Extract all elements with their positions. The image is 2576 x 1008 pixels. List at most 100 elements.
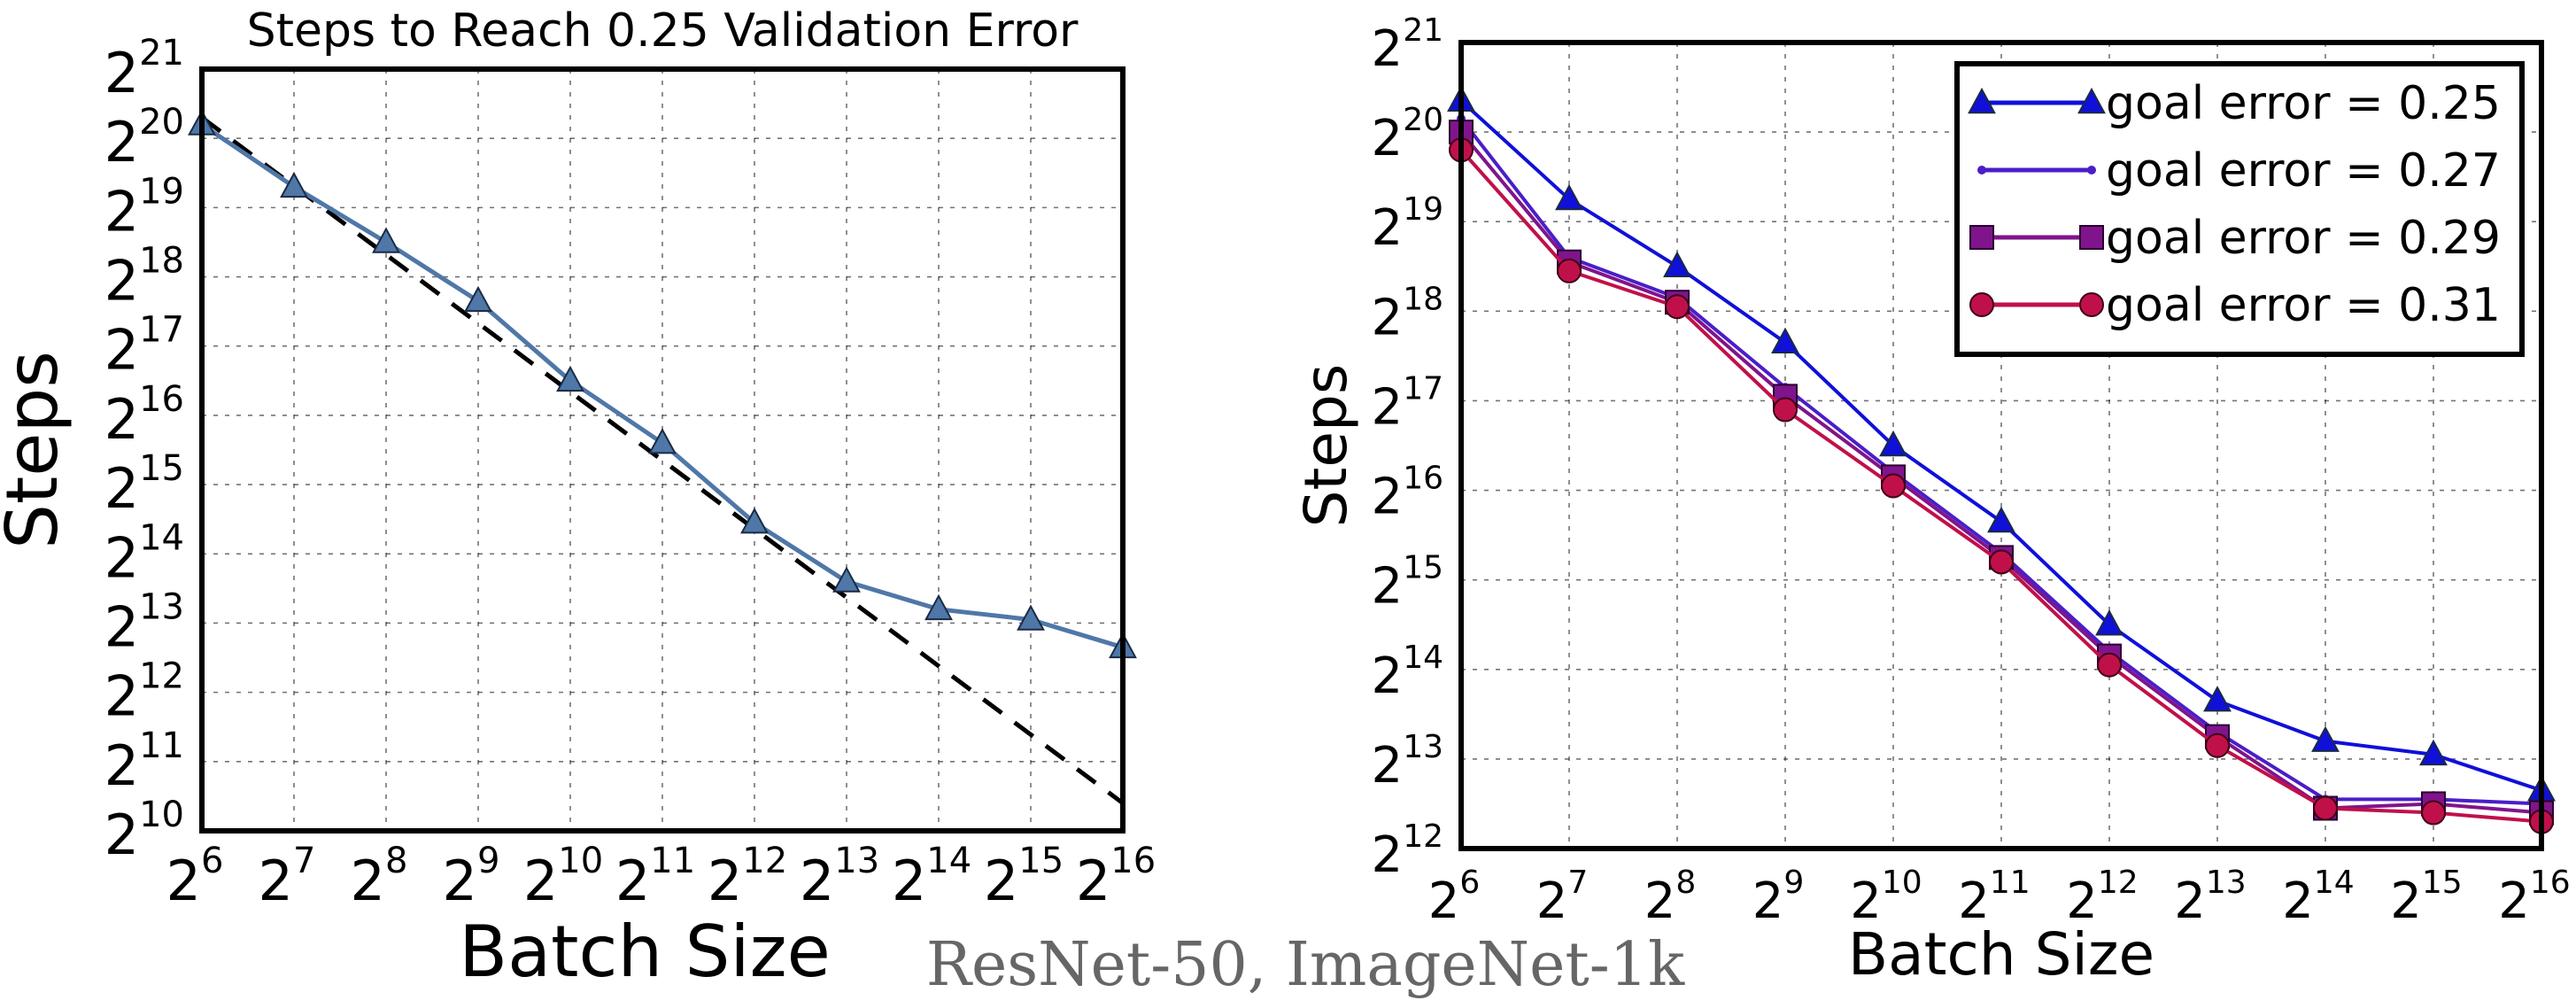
legend-marker <box>2087 166 2096 174</box>
y-tick-label: 220 <box>1372 102 1443 167</box>
chart-1: 26 27 28 29 210 211 212 213 214 215 21621021121221… <box>0 4 1156 993</box>
x-tick-label: 216 <box>1076 841 1156 913</box>
y-tick-label: 213 <box>104 586 184 659</box>
y-tick-label: 218 <box>104 241 184 314</box>
y-tick-label: 214 <box>104 517 184 590</box>
y-tick-label: 213 <box>1372 729 1443 795</box>
data-point <box>464 285 492 313</box>
x-tick-label: 28 <box>351 841 408 913</box>
y-tick-label: 219 <box>104 171 184 244</box>
data-point <box>1557 258 1582 283</box>
data-point <box>1555 183 1583 211</box>
legend-marker <box>2079 225 2104 250</box>
x-tick-label: 210 <box>523 841 603 913</box>
x-tick-label: 214 <box>892 841 971 913</box>
x-tick-label: 28 <box>1644 865 1697 930</box>
figure-caption: ResNet-50, ImageNet-1k <box>926 930 1685 1000</box>
data-point <box>280 171 308 198</box>
x-tick-label: 29 <box>443 841 500 913</box>
y-tick-label: 210 <box>104 795 184 867</box>
legend-label: goal error = 0.31 <box>2106 279 2501 332</box>
y-tick-label: 216 <box>1372 461 1443 526</box>
x-tick-label: 27 <box>1536 865 1589 930</box>
legend-label: goal error = 0.25 <box>2106 77 2501 130</box>
data-point <box>372 227 400 253</box>
x-tick-label: 216 <box>2498 865 2570 930</box>
legend-item: goal error = 0.29 <box>1969 212 2501 265</box>
x-tick-label: 215 <box>2390 865 2462 930</box>
x-tick-label: 211 <box>1958 865 2030 930</box>
series-line <box>200 122 1124 650</box>
data-point <box>1987 506 2015 533</box>
y-tick-label: 212 <box>104 656 184 729</box>
legend-item: goal error = 0.25 <box>1968 77 2501 130</box>
x-tick-label: 215 <box>984 841 1064 913</box>
y-tick-label: 214 <box>1372 640 1443 705</box>
data-point <box>1879 430 1907 457</box>
legend-marker <box>1969 292 1994 317</box>
legend-label: goal error = 0.29 <box>2106 212 2501 265</box>
data-point <box>1773 397 1798 423</box>
chart-title: Steps to Reach 0.25 Validation Error <box>247 4 1079 58</box>
y-tick-label: 217 <box>1372 370 1443 436</box>
legend-label: goal error = 0.27 <box>2106 144 2501 198</box>
data-point <box>1771 327 1799 353</box>
y-tick-label: 212 <box>1372 818 1443 884</box>
series-4 <box>1449 137 2554 834</box>
data-point <box>1017 604 1045 631</box>
x-tick-label: 213 <box>2174 865 2246 930</box>
data-point <box>924 593 953 621</box>
y-tick-label: 221 <box>104 33 184 105</box>
data-point <box>1663 251 1691 278</box>
legend-marker <box>2079 292 2104 317</box>
plot-frame <box>199 66 1126 834</box>
data-point <box>740 507 769 534</box>
reference-dashed-line <box>200 115 1125 805</box>
data-point <box>1989 549 2014 575</box>
data-point <box>2419 739 2448 766</box>
data-point <box>2097 652 2122 678</box>
y-axis-title: Steps <box>0 351 73 549</box>
legend: goal error = 0.25 goal error = 0.27 goal e… <box>1954 61 2525 357</box>
x-tick-label: 214 <box>2282 865 2354 930</box>
legend-marker <box>1968 87 1996 114</box>
legend-marker <box>1977 166 1986 174</box>
x-tick-label: 212 <box>708 841 787 913</box>
x-tick-label: 213 <box>800 841 879 913</box>
y-tick-label: 216 <box>104 379 184 452</box>
legend-marker <box>1969 225 1994 250</box>
data-point <box>2095 609 2123 636</box>
y-tick-label: 219 <box>1372 191 1443 257</box>
data-point <box>1881 473 1906 499</box>
x-tick-label: 211 <box>615 841 695 913</box>
chart-2: 26 27 28 29 210 211 212 213 214 215 216 212 213 214 21… <box>1292 12 2571 989</box>
x-tick-label: 212 <box>2066 865 2138 930</box>
data-point <box>2311 725 2340 752</box>
legend-item: goal error = 0.31 <box>1969 279 2501 332</box>
legend-marker <box>2077 87 2106 114</box>
data-point <box>1665 294 1690 320</box>
x-tick-label: 26 <box>1428 865 1481 930</box>
y-tick-label: 215 <box>1372 550 1443 616</box>
y-tick-label: 211 <box>104 725 184 798</box>
data-point <box>2313 795 2338 821</box>
y-tick-label: 220 <box>104 102 184 174</box>
y-tick-label: 217 <box>104 310 184 383</box>
x-axis-title: Batch Size <box>1848 920 2154 989</box>
x-tick-label: 29 <box>1752 865 1805 930</box>
y-tick-label: 221 <box>1372 12 1443 78</box>
y-axis-title: Steps <box>1292 364 1360 528</box>
series-1 <box>188 109 1137 659</box>
plot-frame <box>1458 40 2544 851</box>
data-point <box>2205 733 2230 758</box>
data-point <box>556 365 584 392</box>
data-point <box>832 566 861 593</box>
x-axis-title: Batch Size <box>459 911 831 993</box>
legend-item: goal error = 0.27 <box>1977 144 2501 198</box>
data-point <box>648 428 677 454</box>
x-tick-label: 27 <box>259 841 316 913</box>
y-tick-label: 215 <box>104 448 184 521</box>
x-tick-label: 26 <box>166 841 224 913</box>
y-tick-label: 218 <box>1372 281 1443 346</box>
